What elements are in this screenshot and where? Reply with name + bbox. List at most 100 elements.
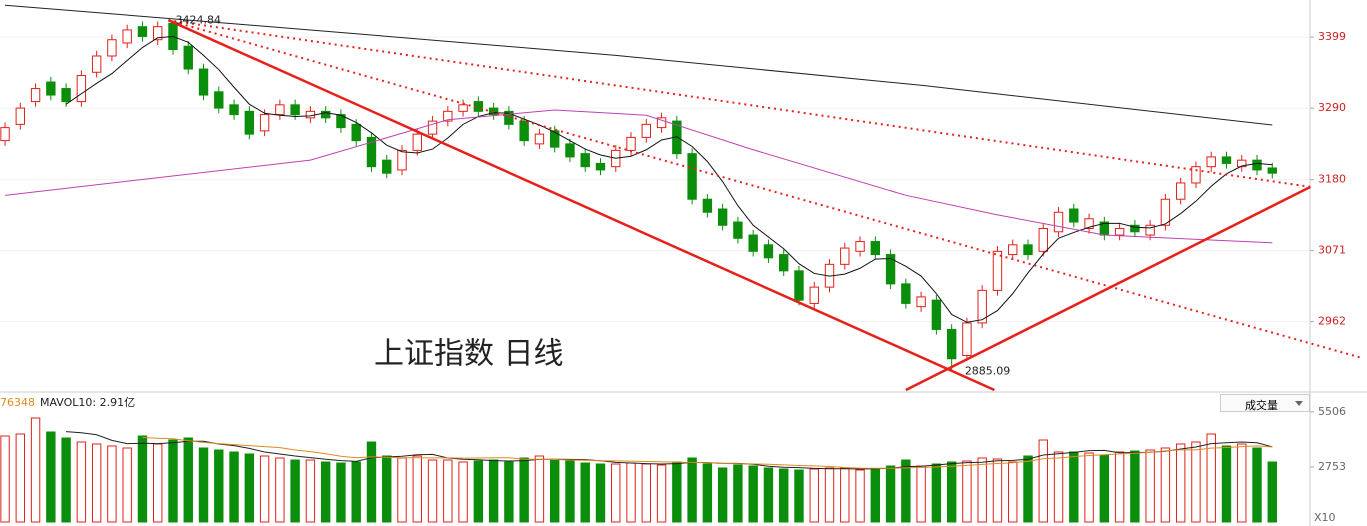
candle-body [702,198,713,213]
volume-bar [1175,443,1186,523]
unit-label: X10 [1314,511,1336,524]
volume-bar [565,460,575,523]
volume-bar [1221,445,1232,523]
volume-bar [870,468,881,523]
y-tick-label: 3290 [1318,101,1346,114]
candle-body [61,88,71,103]
candle-body [1008,244,1018,256]
moving-average [4,4,1273,126]
candle-body [122,29,132,44]
volume-bar [855,469,865,523]
candle-body [580,153,590,168]
volume-bar [702,463,713,523]
volume-bar [1038,439,1048,523]
candle-body [443,110,453,122]
candle-body [733,221,743,239]
candle-body [137,26,148,37]
candle-body [595,162,606,171]
volume-bar [824,467,835,523]
volume-bar [748,465,758,523]
volume-bar [275,457,285,523]
volume-bar [840,467,850,523]
volume-bar [122,447,132,523]
candle-body [1145,224,1155,236]
candle-body [1038,228,1048,252]
volume-bar [733,464,743,523]
volume-bar [458,461,468,523]
candle-body [30,88,41,103]
volume-bar [30,417,41,523]
volume-bar [977,457,987,523]
y-tick-label: 3399 [1318,30,1346,43]
candle-body [366,136,377,168]
candle-body [259,114,270,132]
candle-body [107,39,117,57]
volume-label: 76348 [0,396,35,409]
candle-body [931,299,942,330]
volume-bar [763,467,774,523]
candle-body [458,104,468,112]
candle-body [1069,208,1079,223]
candle-body [763,244,774,259]
candle-body [198,68,209,96]
candle-body [275,104,285,116]
indicator-select[interactable]: 成交量 [1220,394,1310,412]
y-tick-label: 5506 [1318,405,1346,418]
volume-bar [214,449,224,523]
volume-bar [427,459,438,523]
volume-bar [137,435,148,523]
volume-bar [168,439,178,523]
volume-bar [1008,461,1018,523]
volume-bar [76,441,87,523]
candle-body [1206,156,1216,168]
candle-body [15,107,26,125]
trend-line [905,185,1312,392]
candle-body [870,241,881,256]
volume-bar [1160,447,1171,523]
candle-body [916,296,926,308]
volume-bar [290,459,300,523]
candle-body [717,208,728,226]
volume-bar [1130,450,1140,523]
volume-bar [1237,443,1247,523]
chart-title: 上证指数 日线 [374,337,564,372]
volume-bar [549,459,560,523]
candle-body [901,283,911,304]
volume-bar [1252,447,1262,523]
volume-ma-line [142,436,1273,469]
candle-body [1130,224,1140,233]
volume-bar [1191,441,1201,523]
candle-body [1084,218,1094,230]
volume-bar [412,455,422,523]
select-label: 成交量 [1245,399,1278,412]
volume-bar [229,451,239,523]
volume-bar [320,461,331,523]
candle-body [1252,159,1262,171]
candle-body [1114,228,1125,236]
volume-bar [91,443,102,523]
trend-line [167,19,995,392]
price-annotation: 2885.09 [965,365,1011,378]
candle-body [91,55,102,73]
volume-bar [351,461,361,523]
volume-bar [504,461,514,523]
volume-bar [259,455,270,523]
volume-bar [473,460,484,523]
price-annotation: 3424.84 [175,13,221,26]
candle-body [565,143,575,158]
candle-body [320,110,331,119]
volume-bar [488,459,499,523]
volume-bar [1053,451,1064,523]
volume-bar [534,455,545,523]
volume-bar [946,461,957,523]
candle-body [809,286,819,304]
candle-body [351,123,361,142]
volume-bar [443,459,453,523]
candle-body [626,136,636,151]
volume-bar [1069,451,1079,523]
trend-line [168,19,1311,188]
candle-body [473,101,484,112]
candle-body [76,75,87,103]
